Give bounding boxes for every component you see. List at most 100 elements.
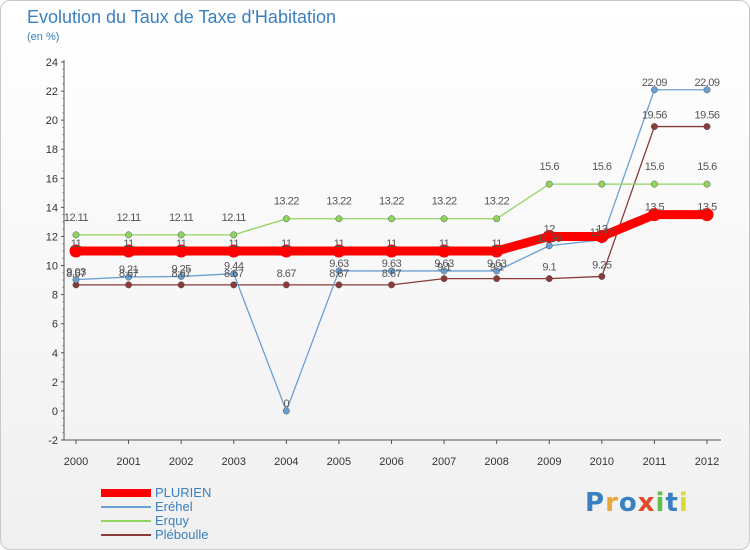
data-label: 13.22 <box>326 196 351 208</box>
y-tick-label: 16 <box>46 173 58 185</box>
data-point <box>700 208 714 222</box>
data-label: 9.25 <box>171 263 191 275</box>
data-point <box>493 267 501 275</box>
chart-subtitle: (en %) <box>27 31 60 43</box>
data-point <box>598 272 606 280</box>
data-label: 11 <box>439 238 450 250</box>
data-point <box>595 229 609 243</box>
data-label: 11 <box>123 238 134 250</box>
data-label: 12.11 <box>169 212 194 224</box>
x-tick-label: 2010 <box>590 456 614 468</box>
x-tick-label: 2003 <box>222 456 246 468</box>
data-point <box>230 231 238 239</box>
data-point <box>650 180 658 188</box>
y-tick-label: 0 <box>52 406 58 418</box>
data-point <box>598 180 606 188</box>
data-label: 9.1 <box>542 262 556 274</box>
data-point <box>493 215 501 223</box>
data-point <box>125 231 133 239</box>
data-point <box>542 229 556 243</box>
chart-title: Evolution du Taux de Taxe d'Habitation <box>27 7 336 27</box>
data-point <box>440 267 448 275</box>
data-label: 9.1 <box>437 262 451 274</box>
data-point <box>385 244 398 258</box>
logo-letter: P <box>585 488 606 518</box>
data-point <box>282 281 290 289</box>
data-label: 13.22 <box>274 196 299 208</box>
data-point <box>177 281 185 289</box>
data-label: 15.6 <box>645 161 665 173</box>
logo-letter: i <box>678 488 689 518</box>
data-label: 12.11 <box>222 212 247 224</box>
data-point <box>279 244 293 258</box>
data-point <box>177 231 185 239</box>
data-point <box>125 273 133 281</box>
legend-label: PLURIEN <box>155 485 212 500</box>
x-tick-label: 2009 <box>537 456 561 468</box>
data-point <box>490 244 504 258</box>
data-point <box>230 270 238 278</box>
y-tick-label: 12 <box>46 231 58 243</box>
data-label: 13.22 <box>484 196 509 208</box>
legend-swatch <box>101 506 151 508</box>
data-label: 13.5 <box>645 202 665 214</box>
data-point <box>72 231 80 239</box>
data-point <box>703 86 711 94</box>
data-point <box>437 244 451 258</box>
legend-swatch <box>101 534 151 536</box>
legend-item-plurien: PLURIEN <box>101 485 301 500</box>
data-point <box>440 275 448 283</box>
logo-letter: x <box>637 488 656 518</box>
data-label: 11 <box>229 238 240 250</box>
data-label: 15.6 <box>592 161 612 173</box>
legend-label: Pléboulle <box>155 527 209 542</box>
y-tick-label: 4 <box>52 348 58 360</box>
x-tick-label: 2012 <box>695 456 719 468</box>
data-label: 8.67 <box>224 268 244 280</box>
data-label: 8.67 <box>329 268 349 280</box>
data-label: 19.56 <box>642 110 667 122</box>
data-label: 12.11 <box>116 212 141 224</box>
x-tick-label: 2006 <box>379 456 403 468</box>
data-label: 22.09 <box>642 77 667 89</box>
data-point <box>282 215 290 223</box>
data-point <box>125 281 133 289</box>
data-point <box>440 215 448 223</box>
logo-letter: t <box>665 488 679 518</box>
data-point <box>388 215 395 223</box>
x-tick-label: 2008 <box>484 456 508 468</box>
data-point <box>230 281 238 289</box>
data-label: 11 <box>386 238 397 250</box>
x-tick-label: 2002 <box>169 456 193 468</box>
data-label: 8.67 <box>171 268 191 280</box>
data-label: 8.67 <box>277 268 297 280</box>
data-label: 8.67 <box>119 268 139 280</box>
data-label: 11 <box>334 238 345 250</box>
data-label: 11 <box>71 238 82 250</box>
data-point <box>72 276 80 284</box>
data-label: 9.63 <box>329 258 349 270</box>
data-point <box>545 275 553 283</box>
data-point <box>282 407 290 415</box>
y-tick-label: 20 <box>46 115 58 127</box>
logo-letter: r <box>605 488 619 518</box>
data-label: 15.6 <box>540 161 560 173</box>
data-label: 9.44 <box>224 261 244 273</box>
data-point <box>174 244 188 258</box>
data-label: 11.77 <box>590 227 615 239</box>
data-point <box>703 180 711 188</box>
data-label: 9.63 <box>382 258 402 270</box>
data-label: 0 <box>284 398 290 410</box>
x-tick-label: 2001 <box>116 456 140 468</box>
proxiti-logo: Proxiti <box>585 488 689 518</box>
data-label: 13.22 <box>379 196 404 208</box>
data-label: 22.09 <box>694 77 719 89</box>
legend-item-erquy: Erquy <box>101 513 301 528</box>
data-label: 15.6 <box>697 161 717 173</box>
legend-item-pléboulle: Pléboulle <box>101 527 301 542</box>
data-label: 13.5 <box>697 202 717 214</box>
legend-swatch <box>101 520 151 522</box>
legend-label: Erquy <box>155 513 189 528</box>
data-point <box>647 208 661 222</box>
